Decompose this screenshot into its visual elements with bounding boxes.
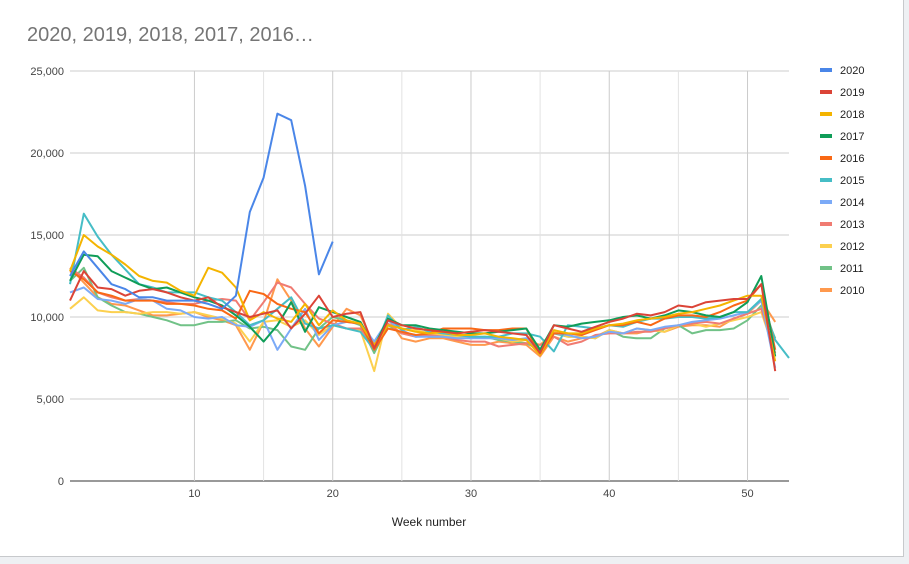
legend-label: 2011	[840, 263, 864, 275]
series-line-2017[interactable]	[69, 253, 777, 357]
series-line-2019[interactable]	[69, 270, 777, 372]
legend-swatch	[820, 244, 832, 248]
legend-item-2016[interactable]: 2016	[820, 153, 864, 165]
legend-item-2020[interactable]: 2020	[820, 65, 864, 77]
axis-layer: 0 5,000 10,000 15,000 20,000 25,000 10 20 30 40 50	[30, 66, 753, 500]
legend-swatch	[820, 68, 832, 72]
series-line-2016[interactable]	[69, 270, 777, 356]
x-tick-label: 10	[188, 488, 200, 500]
legend-swatch	[820, 288, 832, 292]
legend[interactable]: 2020 2019 2018 2017 2016 2015 2014 2013 2012 2011…	[820, 65, 864, 297]
legend-item-2017[interactable]: 2017	[820, 131, 864, 143]
legend-label: 2014	[840, 197, 864, 209]
legend-swatch	[820, 112, 832, 116]
chart-title: 2020, 2019, 2018, 2017, 2016…	[27, 24, 314, 46]
legend-swatch	[820, 134, 832, 138]
series-line-2014[interactable]	[69, 286, 777, 369]
legend-swatch	[820, 200, 832, 204]
legend-swatch	[820, 156, 832, 160]
line-chart: 0 5,000 10,000 15,000 20,000 25,000 10 20 30 40 50…	[30, 65, 864, 529]
y-tick-label: 0	[58, 476, 64, 488]
series-line-2020[interactable]	[69, 112, 334, 310]
legend-label: 2019	[840, 87, 864, 99]
grid-layer	[70, 70, 789, 482]
legend-item-2018[interactable]: 2018	[820, 109, 864, 121]
y-tick-label: 15,000	[30, 230, 64, 242]
x-tick-label: 30	[465, 488, 477, 500]
y-tick-label: 20,000	[30, 148, 64, 160]
x-tick-label: 40	[603, 488, 615, 500]
legend-label: 2012	[840, 241, 864, 253]
legend-item-2013[interactable]: 2013	[820, 219, 864, 231]
series-layer	[69, 112, 790, 373]
y-tick-label: 25,000	[30, 66, 64, 78]
series-line-2010[interactable]	[69, 267, 777, 358]
legend-item-2014[interactable]: 2014	[820, 197, 864, 209]
legend-swatch	[820, 222, 832, 226]
legend-item-2012[interactable]: 2012	[820, 241, 864, 253]
legend-item-2015[interactable]: 2015	[820, 175, 864, 187]
y-tick-label: 10,000	[30, 312, 64, 324]
legend-label: 2010	[840, 285, 864, 297]
legend-swatch	[820, 90, 832, 94]
x-axis-title: Week number	[392, 515, 466, 529]
x-tick-label: 20	[327, 488, 339, 500]
legend-label: 2020	[840, 65, 864, 77]
legend-label: 2015	[840, 175, 864, 187]
legend-item-2019[interactable]: 2019	[820, 87, 864, 99]
legend-item-2011[interactable]: 2011	[820, 263, 864, 275]
legend-label: 2018	[840, 109, 864, 121]
legend-item-2010[interactable]: 2010	[820, 285, 864, 297]
x-tick-label: 50	[741, 488, 753, 500]
legend-swatch	[820, 266, 832, 270]
y-tick-label: 5,000	[36, 394, 64, 406]
series-line-2018[interactable]	[69, 234, 777, 362]
legend-label: 2016	[840, 153, 864, 165]
legend-label: 2013	[840, 219, 864, 231]
legend-swatch	[820, 178, 832, 182]
legend-label: 2017	[840, 131, 864, 143]
